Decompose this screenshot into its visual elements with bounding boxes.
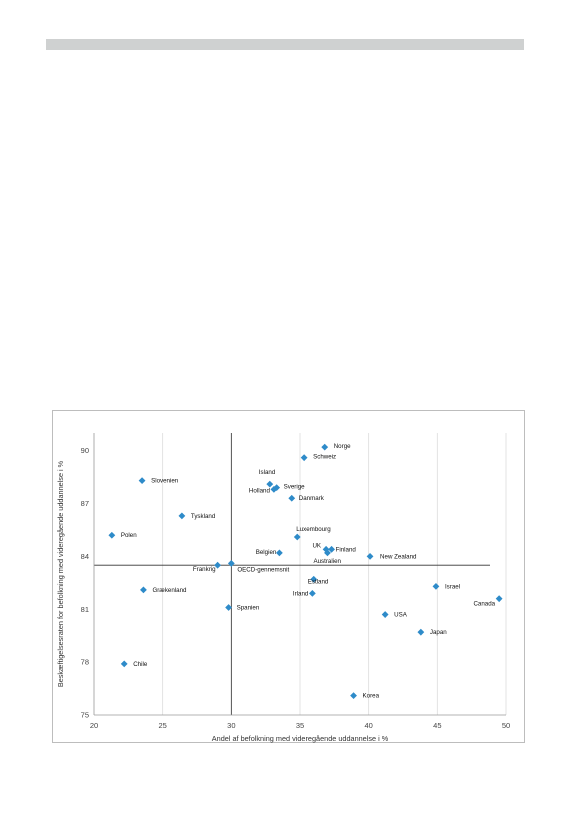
data-point — [225, 604, 232, 611]
y-tick-label: 81 — [81, 605, 89, 614]
data-point — [300, 454, 308, 462]
data-point — [308, 589, 316, 597]
x-tick-label: 20 — [90, 721, 98, 730]
data-point — [366, 552, 374, 560]
data-point — [273, 484, 281, 492]
data-point — [328, 545, 335, 553]
data-point — [495, 595, 503, 603]
data-point-label: Frankrig — [193, 566, 216, 573]
data-point-label: USA — [394, 612, 408, 619]
data-point — [140, 586, 147, 594]
data-point — [178, 512, 186, 520]
data-point — [227, 560, 235, 567]
scatter-chart: 20 25 30 35 40 45 50 75 78 81 84 87 90 Norge Schweiz I… — [52, 410, 525, 743]
data-point — [350, 692, 357, 700]
y-tick-label: 78 — [81, 658, 89, 667]
data-point — [293, 533, 301, 541]
data-point — [321, 443, 329, 451]
data-point-label: Sverige — [284, 484, 306, 491]
data-point — [417, 628, 425, 636]
data-point-label: Irland — [293, 590, 309, 597]
x-tick-label: 30 — [227, 721, 235, 730]
point-labels: Norge Schweiz Island Holland Sverige Danmark S… — [121, 443, 496, 700]
data-point-label: Israel — [445, 583, 460, 590]
data-point-label: Belgien — [256, 549, 277, 556]
data-point — [120, 660, 128, 668]
data-point-label: Danmark — [299, 495, 325, 502]
data-point-label: Estland — [308, 578, 329, 585]
data-point-label: Schweiz — [313, 454, 336, 461]
gridlines — [162, 433, 507, 715]
y-tick-label: 84 — [81, 552, 89, 561]
data-point — [138, 477, 146, 484]
x-tick-label: 35 — [296, 721, 304, 730]
x-tick-label: 45 — [433, 721, 441, 730]
data-points — [108, 443, 503, 700]
data-point-label: Japan — [430, 629, 447, 636]
data-point — [310, 575, 318, 583]
data-point — [108, 531, 116, 539]
data-point-label: New Zealand — [380, 553, 417, 560]
data-point-label: Luxembourg — [296, 526, 331, 533]
x-axis-title: Andel af befolkning med videregående udd… — [212, 734, 389, 743]
data-point-label: Slovenien — [151, 478, 179, 485]
data-point-label: OECD-gennemsnit — [237, 566, 289, 573]
x-tick-label: 25 — [158, 721, 166, 730]
data-point-label: Norge — [334, 443, 351, 450]
data-point-label: UK — [312, 542, 321, 549]
data-point-label: Chile — [133, 661, 148, 668]
data-point-label: Holland — [249, 487, 271, 494]
data-point-label: Finland — [336, 546, 357, 553]
data-point — [324, 549, 331, 557]
data-point — [288, 494, 296, 502]
x-tick-label: 40 — [364, 721, 372, 730]
data-point — [381, 611, 389, 618]
axes: 20 25 30 35 40 45 50 75 78 81 84 87 90 — [81, 433, 510, 730]
data-point-label: Island — [259, 469, 276, 476]
data-point-label: Korea — [363, 693, 380, 700]
y-tick-label: 87 — [81, 499, 89, 508]
data-point — [214, 561, 221, 569]
data-point-label: Spanien — [237, 604, 260, 611]
data-point-label: Grækenland — [152, 587, 187, 594]
chart-canvas: 20 25 30 35 40 45 50 75 78 81 84 87 90 Norge Schweiz I… — [56, 433, 510, 743]
data-point-label: Canada — [473, 601, 495, 608]
data-point — [432, 582, 440, 590]
data-point — [276, 549, 283, 557]
data-point-label: Tyskland — [191, 513, 216, 520]
x-tick-label: 50 — [502, 721, 510, 730]
data-point — [266, 480, 274, 488]
y-tick-label: 90 — [81, 446, 89, 455]
data-point-label: Australien — [313, 558, 341, 565]
data-point-label: Polen — [121, 532, 137, 539]
page-header-bar — [46, 39, 524, 50]
y-tick-label: 75 — [81, 711, 89, 720]
reference-lines — [94, 433, 490, 715]
y-axis-title: Beskæftigelsesraten for befolkning med v… — [56, 460, 65, 687]
